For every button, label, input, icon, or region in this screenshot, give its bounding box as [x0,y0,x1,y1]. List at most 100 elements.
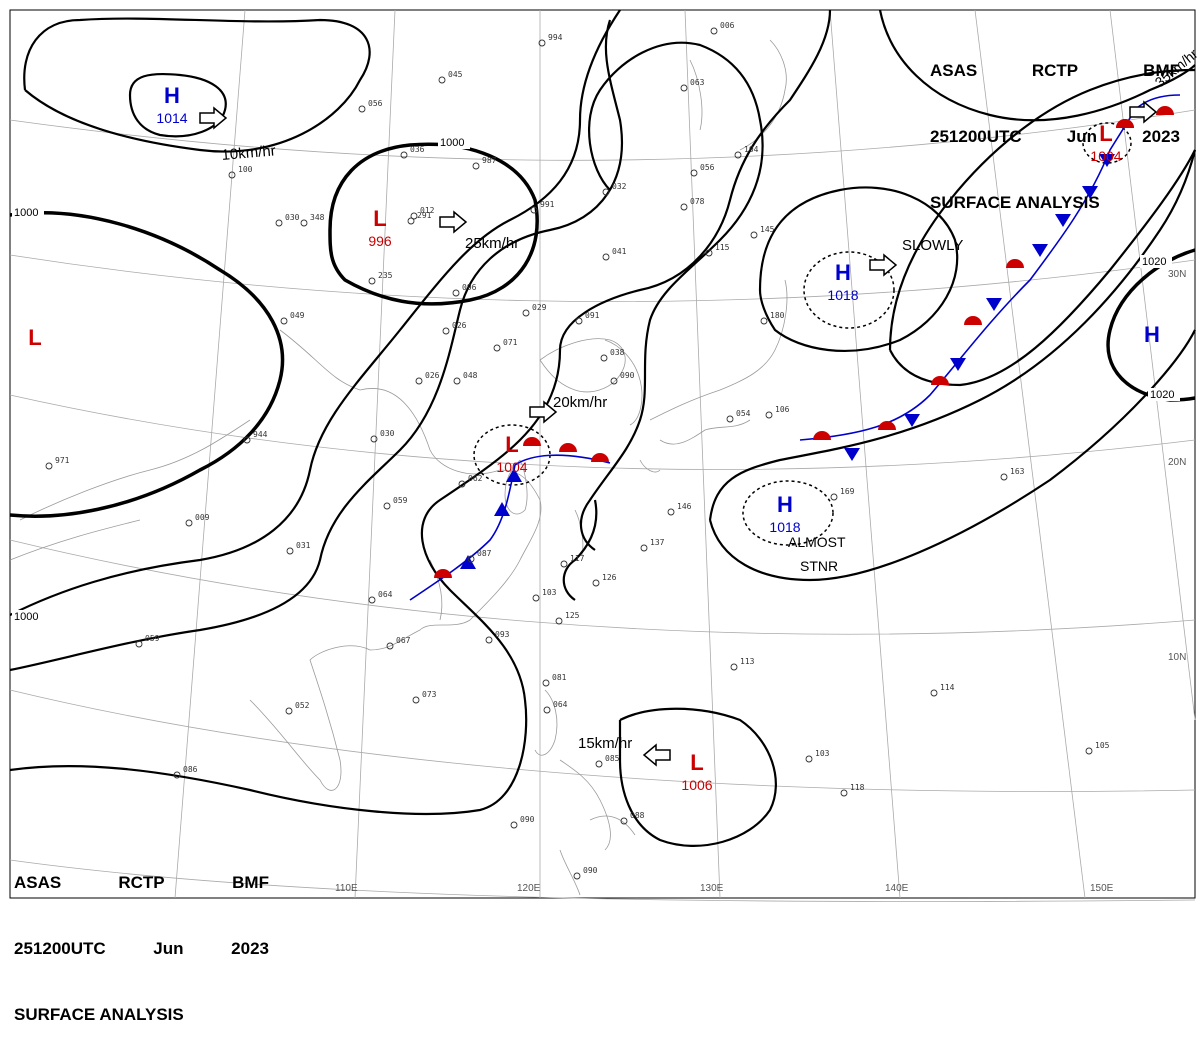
pressure-center-letter: H [164,83,180,108]
coastline [649,279,788,421]
coastline [429,559,443,621]
movement-arrow [199,106,228,130]
isobar-label: 1000 [14,611,38,623]
coastline [589,815,636,836]
station-pressure: 006 [720,21,735,30]
year-label: 2023 [1142,127,1180,146]
movement-label: SLOWLY [902,237,963,254]
station-pressure: 029 [532,303,547,312]
station-marker [415,377,423,385]
station-pressure: 045 [448,70,463,79]
cold-front-symbol [506,468,522,482]
station-marker [228,171,236,179]
pressure-center-value: 1004 [496,459,527,475]
movement-label: ALMOST [788,534,846,550]
station-pressure: 104 [744,145,759,154]
station-pressure: 056 [368,99,383,108]
isobar [618,707,777,847]
longitude-label: 120E [517,883,541,894]
station-pressure: 026 [425,371,440,380]
isobar [888,68,1196,351]
station-marker [930,689,938,697]
station-marker [243,436,251,444]
station-pressure: 348 [310,213,325,222]
isobar [9,9,621,616]
pressure-centers: H 1014 L 996 L 1004 L 1004 L 1006 H 1018 H 1018 H L [28,83,1160,793]
station-marker [300,219,308,227]
title-block-top: ASAS RCTP BMF 251200UTC Jun 2023 SURFACE… [930,16,1180,236]
station-pressure: 103 [542,588,557,597]
warm-front-symbol [1156,106,1174,115]
station-pressure: 049 [290,311,305,320]
coastline [19,419,251,521]
coastline [689,59,703,131]
station-marker [765,411,773,419]
isobar-label: 1000 [14,207,38,219]
cold-front-symbol [1032,244,1048,257]
latitude-line [9,859,1196,902]
isobar [878,9,1196,122]
station-pressure: 105 [1095,741,1110,750]
dotted-circulation [1082,122,1132,164]
station-marker [45,462,53,470]
station-marker [493,344,501,352]
coastline [504,459,528,515]
latitude-line [9,254,1196,302]
station-pressure: 073 [422,690,437,699]
isobars [9,9,1197,847]
cold-front-symbol [986,298,1002,311]
pressure-center-value: 996 [368,233,392,249]
station-pressure: 103 [815,749,830,758]
coastline [534,689,558,756]
station-marker [610,377,618,385]
movement-arrow [869,253,898,277]
station-marker [485,636,493,644]
isobar [758,186,959,352]
station-pressure: 036 [410,145,425,154]
movement-label: 15km/hr [578,735,632,752]
longitude-label: 110E [335,883,358,894]
pressure-center-letter: L [1099,121,1112,146]
movement-label: 25km/hr [465,235,519,252]
station-marker [368,596,376,604]
station-pressure: 052 [295,701,310,710]
station-pressure: 137 [650,538,665,547]
station-marker [522,309,530,317]
warm-front-symbol [523,437,541,446]
warm-front-symbol [931,376,949,385]
dotted-circulation [803,251,895,329]
station-marker [285,707,293,715]
isobar [579,41,764,551]
station-pressure: 100 [238,165,253,174]
movement-label: STNR [800,558,838,574]
station-pressure: 087 [477,549,492,558]
latitude-line [9,689,1196,792]
station-marker [452,289,460,297]
year-label: 2023 [231,939,269,958]
longitude-line [174,9,246,899]
office-label: BMF [1143,61,1180,80]
movement-arrow [642,743,671,767]
station-marker [530,206,538,214]
station-pressure: 031 [296,541,311,550]
station-marker [542,679,550,687]
station-pressure: 026 [452,321,467,330]
cold-front-symbol [1082,186,1098,199]
isobar [562,499,598,601]
isobar [328,142,539,306]
station-pressure: 169 [840,487,855,496]
station-marker [453,377,461,385]
station-label: RCTP [1031,61,1079,80]
coastline [9,519,141,561]
station-pressure: 090 [520,815,535,824]
longitude-line [829,9,901,899]
station-marker [575,317,583,325]
movement-label: 20km/hr [553,394,607,411]
station-marker [726,415,734,423]
pressure-center-letter: L [373,206,386,231]
station-pressure: 086 [183,765,198,774]
station-marker [510,821,518,829]
pressure-center-letter: L [505,432,518,457]
station-marker [840,789,848,797]
station-pressure: 030 [285,213,300,222]
